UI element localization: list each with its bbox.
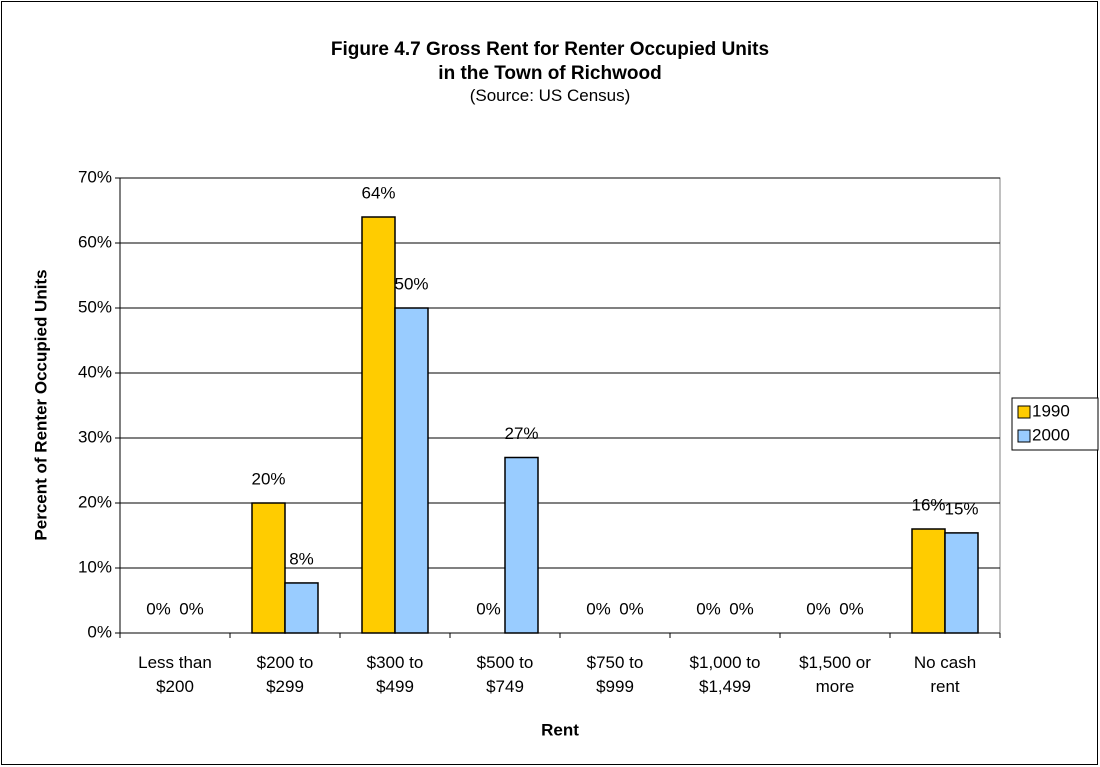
y-axis-label: Percent of Renter Occupied Units [31, 269, 50, 540]
y-tick-label: 30% [78, 427, 112, 446]
legend-label: 1990 [1032, 401, 1070, 420]
data-label: 15% [944, 499, 978, 518]
bar [504, 456, 539, 634]
y-tick-label: 70% [78, 167, 112, 186]
legend-label: 2000 [1032, 425, 1070, 444]
y-tick-label: 0% [87, 622, 112, 641]
data-label: 0% [146, 599, 171, 618]
x-tick-label: $1,500 or more [799, 653, 871, 696]
x-tick-label: Less than $200 [138, 653, 212, 696]
y-tick-label: 50% [78, 297, 112, 316]
chart-title: Figure 4.7 Gross Rent for Renter Occupie… [330, 39, 770, 84]
data-label: 0% [179, 599, 204, 618]
legend-swatch [1017, 405, 1031, 419]
bar [361, 216, 396, 634]
data-label: 0% [839, 599, 864, 618]
data-label: 8% [289, 549, 314, 568]
data-label: 0% [729, 599, 754, 618]
y-tick-label: 40% [78, 362, 112, 381]
data-label: 20% [251, 469, 285, 488]
data-label: 0% [476, 599, 501, 618]
y-tick-label: 10% [78, 557, 112, 576]
legend-swatch [1017, 429, 1031, 443]
x-tick-label: $1,000 to $1,499 [689, 653, 761, 696]
y-tick-label: 20% [78, 492, 112, 511]
x-tick-label: $750 to $999 [586, 653, 644, 696]
data-label: 16% [911, 495, 945, 514]
data-label: 0% [696, 599, 721, 618]
bar [944, 532, 979, 634]
bar [394, 307, 429, 634]
data-label: 0% [586, 599, 611, 618]
chart-subtitle: (Source: US Census) [469, 86, 631, 105]
data-label: 0% [806, 599, 831, 618]
bar [911, 528, 946, 634]
data-label: 0% [619, 599, 644, 618]
bar [284, 582, 319, 634]
data-label: 27% [504, 424, 538, 443]
x-tick-label: $500 to $749 [476, 653, 534, 696]
y-tick-label: 60% [78, 232, 112, 251]
x-tick-label: No cash rent [913, 653, 977, 696]
bar [251, 502, 286, 634]
x-tick-label: $200 to $299 [256, 653, 314, 696]
data-label: 64% [361, 183, 395, 202]
data-label: 50% [394, 274, 428, 293]
x-tick-label: $300 to $499 [366, 653, 424, 696]
x-axis-label: Rent [541, 720, 579, 739]
